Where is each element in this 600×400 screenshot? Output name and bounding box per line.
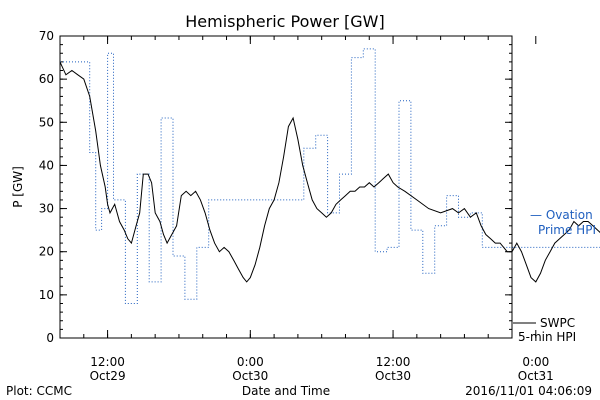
plot-credit: Plot: CCMC — [6, 384, 72, 398]
x-tick-time-0: 12:00 — [90, 355, 125, 369]
plot-frame — [59, 35, 513, 339]
y-tick-label-0: 0 — [46, 331, 54, 345]
x-axis: 12:00Oct290:00Oct3012:00Oct300:00Oct3112… — [59, 36, 554, 383]
y-axis: 0 10 20 30 40 50 60 70 — [39, 29, 512, 345]
legend-ovation-line1: — Ovation — [530, 208, 593, 222]
y-axis-label: P [GW] — [11, 166, 25, 208]
y-tick-label-30: 30 — [39, 202, 54, 216]
y-tick-label-50: 50 — [39, 115, 54, 129]
x-tick-date-3: Oct31 — [518, 369, 554, 383]
y-tick-label-40: 40 — [39, 158, 54, 172]
x-tick-date-2: Oct30 — [375, 369, 411, 383]
legend-ovation-line2: Prime HPI — [538, 223, 596, 237]
x-tick-time-3: 0:00 — [522, 355, 549, 369]
series-swpc-5min-hpi — [59, 61, 600, 283]
x-axis-label: Date and Time — [242, 384, 330, 398]
chart-title: Hemispheric Power [GW] — [185, 12, 384, 31]
y-tick-label-10: 10 — [39, 288, 54, 302]
y-tick-label-60: 60 — [39, 72, 54, 86]
x-tick-time-1: 0:00 — [237, 355, 264, 369]
series-ovation-prime-hpi — [60, 48, 600, 304]
legend-swpc-line2: 5-min HPI — [518, 330, 576, 344]
legend-swpc-line1: SWPC — [540, 316, 575, 330]
x-tick-time-2: 12:00 — [376, 355, 411, 369]
x-tick-date-1: Oct30 — [232, 369, 268, 383]
plot-timestamp: 2016/11/01 04:06:09 — [465, 384, 592, 398]
y-tick-label-20: 20 — [39, 245, 54, 259]
y-tick-label-70: 70 — [39, 29, 54, 43]
x-tick-date-0: Oct29 — [90, 369, 126, 383]
